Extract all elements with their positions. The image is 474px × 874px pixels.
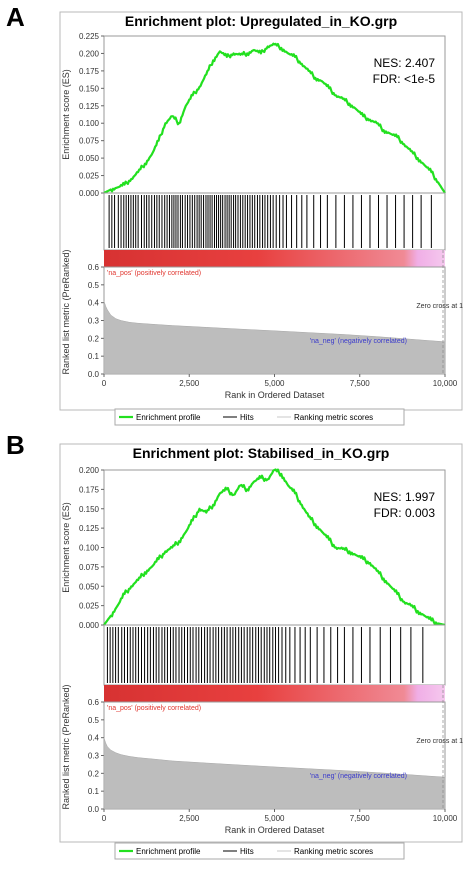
y-tick-label: 0.050	[79, 154, 100, 163]
legend-label: Hits	[240, 413, 254, 422]
enrichment-chart-a: Enrichment plot: Upregulated_in_KO.grp 0.…	[59, 11, 463, 426]
chart-group: Enrichment plot: Stabilised_in_KO.grp 0.0…	[59, 443, 463, 860]
zero-cross-label: Zero cross at 1	[416, 303, 463, 310]
es-axis-label: Enrichment score (ES)	[61, 69, 71, 160]
y-tick-label: 0.000	[79, 189, 100, 198]
x-tick-label: 7,500	[350, 379, 371, 388]
metric-y-tick-label: 0.1	[88, 352, 100, 361]
y-tick-label: 0.100	[79, 544, 100, 553]
metric-y-tick-label: 0.6	[88, 263, 100, 272]
metric-y-tick-label: 0.6	[88, 698, 100, 707]
legend-label: Hits	[240, 847, 254, 856]
y-tick-label: 0.150	[79, 84, 100, 93]
legend-box	[114, 842, 405, 860]
metric-y-tick-label: 0.4	[88, 299, 100, 308]
panel-letter: A	[6, 2, 25, 32]
y-tick-label: 0.050	[79, 582, 100, 591]
x-tick-label: 7,500	[350, 814, 371, 823]
correlation-color-bar	[104, 250, 445, 267]
y-tick-label: 0.125	[79, 102, 100, 111]
metric-y-tick-label: 0.2	[88, 334, 100, 343]
es-plot-area	[103, 35, 446, 194]
neg-correlated-label: 'na_neg' (negatively correlated)	[310, 338, 407, 345]
chart-group: Enrichment plot: Upregulated_in_KO.grp 0.…	[59, 11, 463, 426]
x-tick-label: 0	[102, 379, 107, 388]
nes-label: NES: 1.997	[374, 490, 436, 504]
x-tick-label: 5,000	[264, 814, 285, 823]
hits-area	[103, 624, 446, 686]
y-tick-label: 0.125	[79, 524, 100, 533]
metric-y-tick-label: 0.4	[88, 734, 100, 743]
hits-area	[103, 192, 446, 251]
legend-box	[114, 408, 405, 426]
enrichment-profile-line	[103, 42, 446, 194]
pos-correlated-label: 'na_pos' (positively correlated)	[107, 705, 201, 712]
metric-y-tick-label: 0.3	[88, 317, 100, 326]
y-tick-label: 0.075	[79, 563, 100, 572]
x-tick-label: 10,000	[433, 814, 458, 823]
y-tick-label: 0.000	[79, 621, 100, 630]
y-tick-label: 0.025	[79, 172, 100, 181]
ranking-metric-area	[103, 737, 446, 810]
es-plot-area	[103, 469, 446, 626]
legend-label: Enrichment profile	[136, 847, 201, 856]
chart-title: Enrichment plot: Stabilised_in_KO.grp	[133, 445, 390, 461]
enrichment-profile-line	[103, 468, 446, 627]
ranking-metric-area	[103, 300, 446, 375]
metric-y-tick-label: 0.0	[88, 370, 100, 379]
neg-correlated-label: 'na_neg' (negatively correlated)	[310, 773, 407, 780]
fdr-label: FDR: <1e-5	[373, 72, 436, 86]
panel-a: A Enrichment plot: Upregulated_in_KO.grp…	[0, 0, 474, 426]
correlation-color-bar	[104, 685, 445, 702]
x-tick-label: 0	[102, 814, 107, 823]
legend-label: Ranking metric scores	[294, 847, 373, 856]
zero-cross-label: Zero cross at 1	[416, 738, 463, 745]
legend-label: Ranking metric scores	[294, 413, 373, 422]
panel-letter: B	[6, 430, 25, 460]
metric-axis-label: Ranked list metric (PreRanked)	[61, 249, 71, 374]
y-tick-label: 0.150	[79, 505, 100, 514]
metric-axis-label: Ranked list metric (PreRanked)	[61, 684, 71, 809]
metric-y-tick-label: 0.5	[88, 716, 100, 725]
panel-b: B Enrichment plot: Stabilised_in_KO.grp 0…	[0, 430, 474, 860]
metric-y-tick-label: 0.0	[88, 805, 100, 814]
y-tick-label: 0.025	[79, 602, 100, 611]
x-axis-label: Rank in Ordered Dataset	[225, 825, 325, 835]
pos-correlated-label: 'na_pos' (positively correlated)	[107, 270, 201, 277]
x-tick-label: 10,000	[433, 379, 458, 388]
y-tick-label: 0.225	[79, 32, 100, 41]
chart-title: Enrichment plot: Upregulated_in_KO.grp	[125, 13, 397, 29]
x-tick-label: 2,500	[179, 814, 200, 823]
y-tick-label: 0.100	[79, 119, 100, 128]
metric-y-tick-label: 0.2	[88, 769, 100, 778]
y-tick-label: 0.200	[79, 466, 100, 475]
metric-y-tick-label: 0.1	[88, 787, 100, 796]
y-tick-label: 0.175	[79, 485, 100, 494]
nes-label: NES: 2.407	[374, 56, 436, 70]
es-axis-label: Enrichment score (ES)	[61, 502, 71, 593]
x-tick-label: 2,500	[179, 379, 200, 388]
fdr-label: FDR: 0.003	[374, 506, 436, 520]
y-tick-label: 0.075	[79, 137, 100, 146]
y-tick-label: 0.200	[79, 49, 100, 58]
x-tick-label: 5,000	[264, 379, 285, 388]
metric-y-tick-label: 0.3	[88, 752, 100, 761]
metric-y-tick-label: 0.5	[88, 281, 100, 290]
legend-label: Enrichment profile	[136, 413, 201, 422]
x-axis-label: Rank in Ordered Dataset	[225, 390, 325, 400]
y-tick-label: 0.175	[79, 67, 100, 76]
enrichment-chart-b: Enrichment plot: Stabilised_in_KO.grp 0.0…	[59, 443, 463, 860]
